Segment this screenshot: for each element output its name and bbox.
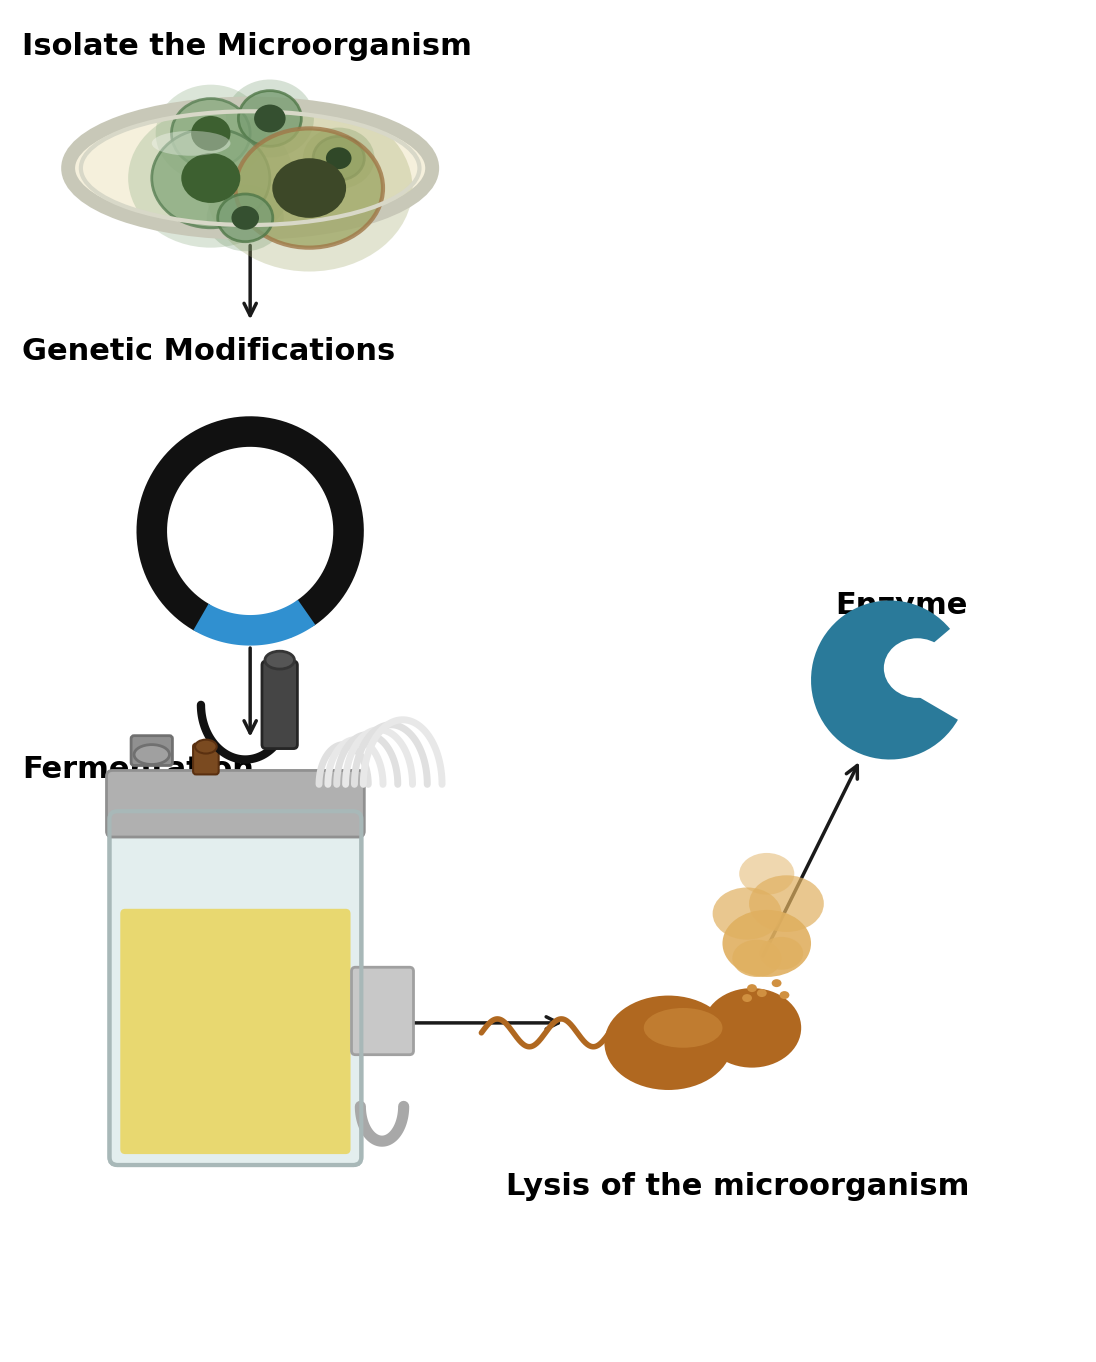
FancyBboxPatch shape: [132, 735, 172, 765]
Ellipse shape: [313, 136, 364, 180]
Ellipse shape: [218, 193, 273, 241]
Ellipse shape: [272, 158, 346, 218]
Ellipse shape: [191, 116, 230, 151]
FancyBboxPatch shape: [121, 908, 351, 1154]
Ellipse shape: [757, 989, 767, 997]
Ellipse shape: [171, 98, 250, 168]
Ellipse shape: [128, 109, 294, 248]
Ellipse shape: [739, 853, 795, 895]
Text: Isolate the Microorganism: Isolate the Microorganism: [22, 31, 471, 61]
Ellipse shape: [156, 84, 266, 183]
FancyBboxPatch shape: [106, 771, 364, 838]
Ellipse shape: [238, 91, 301, 146]
Ellipse shape: [779, 992, 789, 1000]
Ellipse shape: [760, 937, 803, 970]
Ellipse shape: [722, 910, 811, 977]
Ellipse shape: [206, 105, 412, 271]
Ellipse shape: [604, 996, 732, 1090]
Ellipse shape: [231, 206, 259, 230]
Ellipse shape: [742, 994, 752, 1002]
Text: Genetic Modifications: Genetic Modifications: [22, 338, 396, 366]
Text: Fermentation: Fermentation: [22, 755, 254, 783]
FancyBboxPatch shape: [110, 812, 362, 1165]
Ellipse shape: [703, 987, 801, 1068]
Ellipse shape: [643, 1008, 722, 1047]
Ellipse shape: [65, 163, 436, 192]
Ellipse shape: [326, 147, 352, 169]
Ellipse shape: [68, 104, 432, 233]
Ellipse shape: [883, 639, 950, 697]
Ellipse shape: [772, 979, 781, 987]
Ellipse shape: [151, 131, 230, 155]
Ellipse shape: [195, 740, 217, 753]
Ellipse shape: [302, 128, 375, 189]
Text: Lysis of the microorganism: Lysis of the microorganism: [506, 1171, 969, 1201]
Ellipse shape: [181, 154, 240, 203]
Ellipse shape: [134, 745, 170, 764]
Ellipse shape: [712, 888, 781, 940]
Ellipse shape: [732, 940, 781, 977]
Ellipse shape: [151, 128, 270, 227]
Ellipse shape: [207, 184, 284, 251]
Wedge shape: [811, 601, 958, 760]
Ellipse shape: [747, 985, 757, 992]
Ellipse shape: [226, 79, 313, 158]
Ellipse shape: [254, 105, 286, 132]
FancyBboxPatch shape: [193, 744, 219, 775]
Ellipse shape: [236, 128, 383, 248]
FancyBboxPatch shape: [352, 967, 413, 1054]
FancyBboxPatch shape: [262, 661, 297, 749]
Ellipse shape: [749, 876, 824, 932]
Ellipse shape: [265, 651, 295, 669]
Text: Enzyme: Enzyme: [835, 591, 968, 620]
